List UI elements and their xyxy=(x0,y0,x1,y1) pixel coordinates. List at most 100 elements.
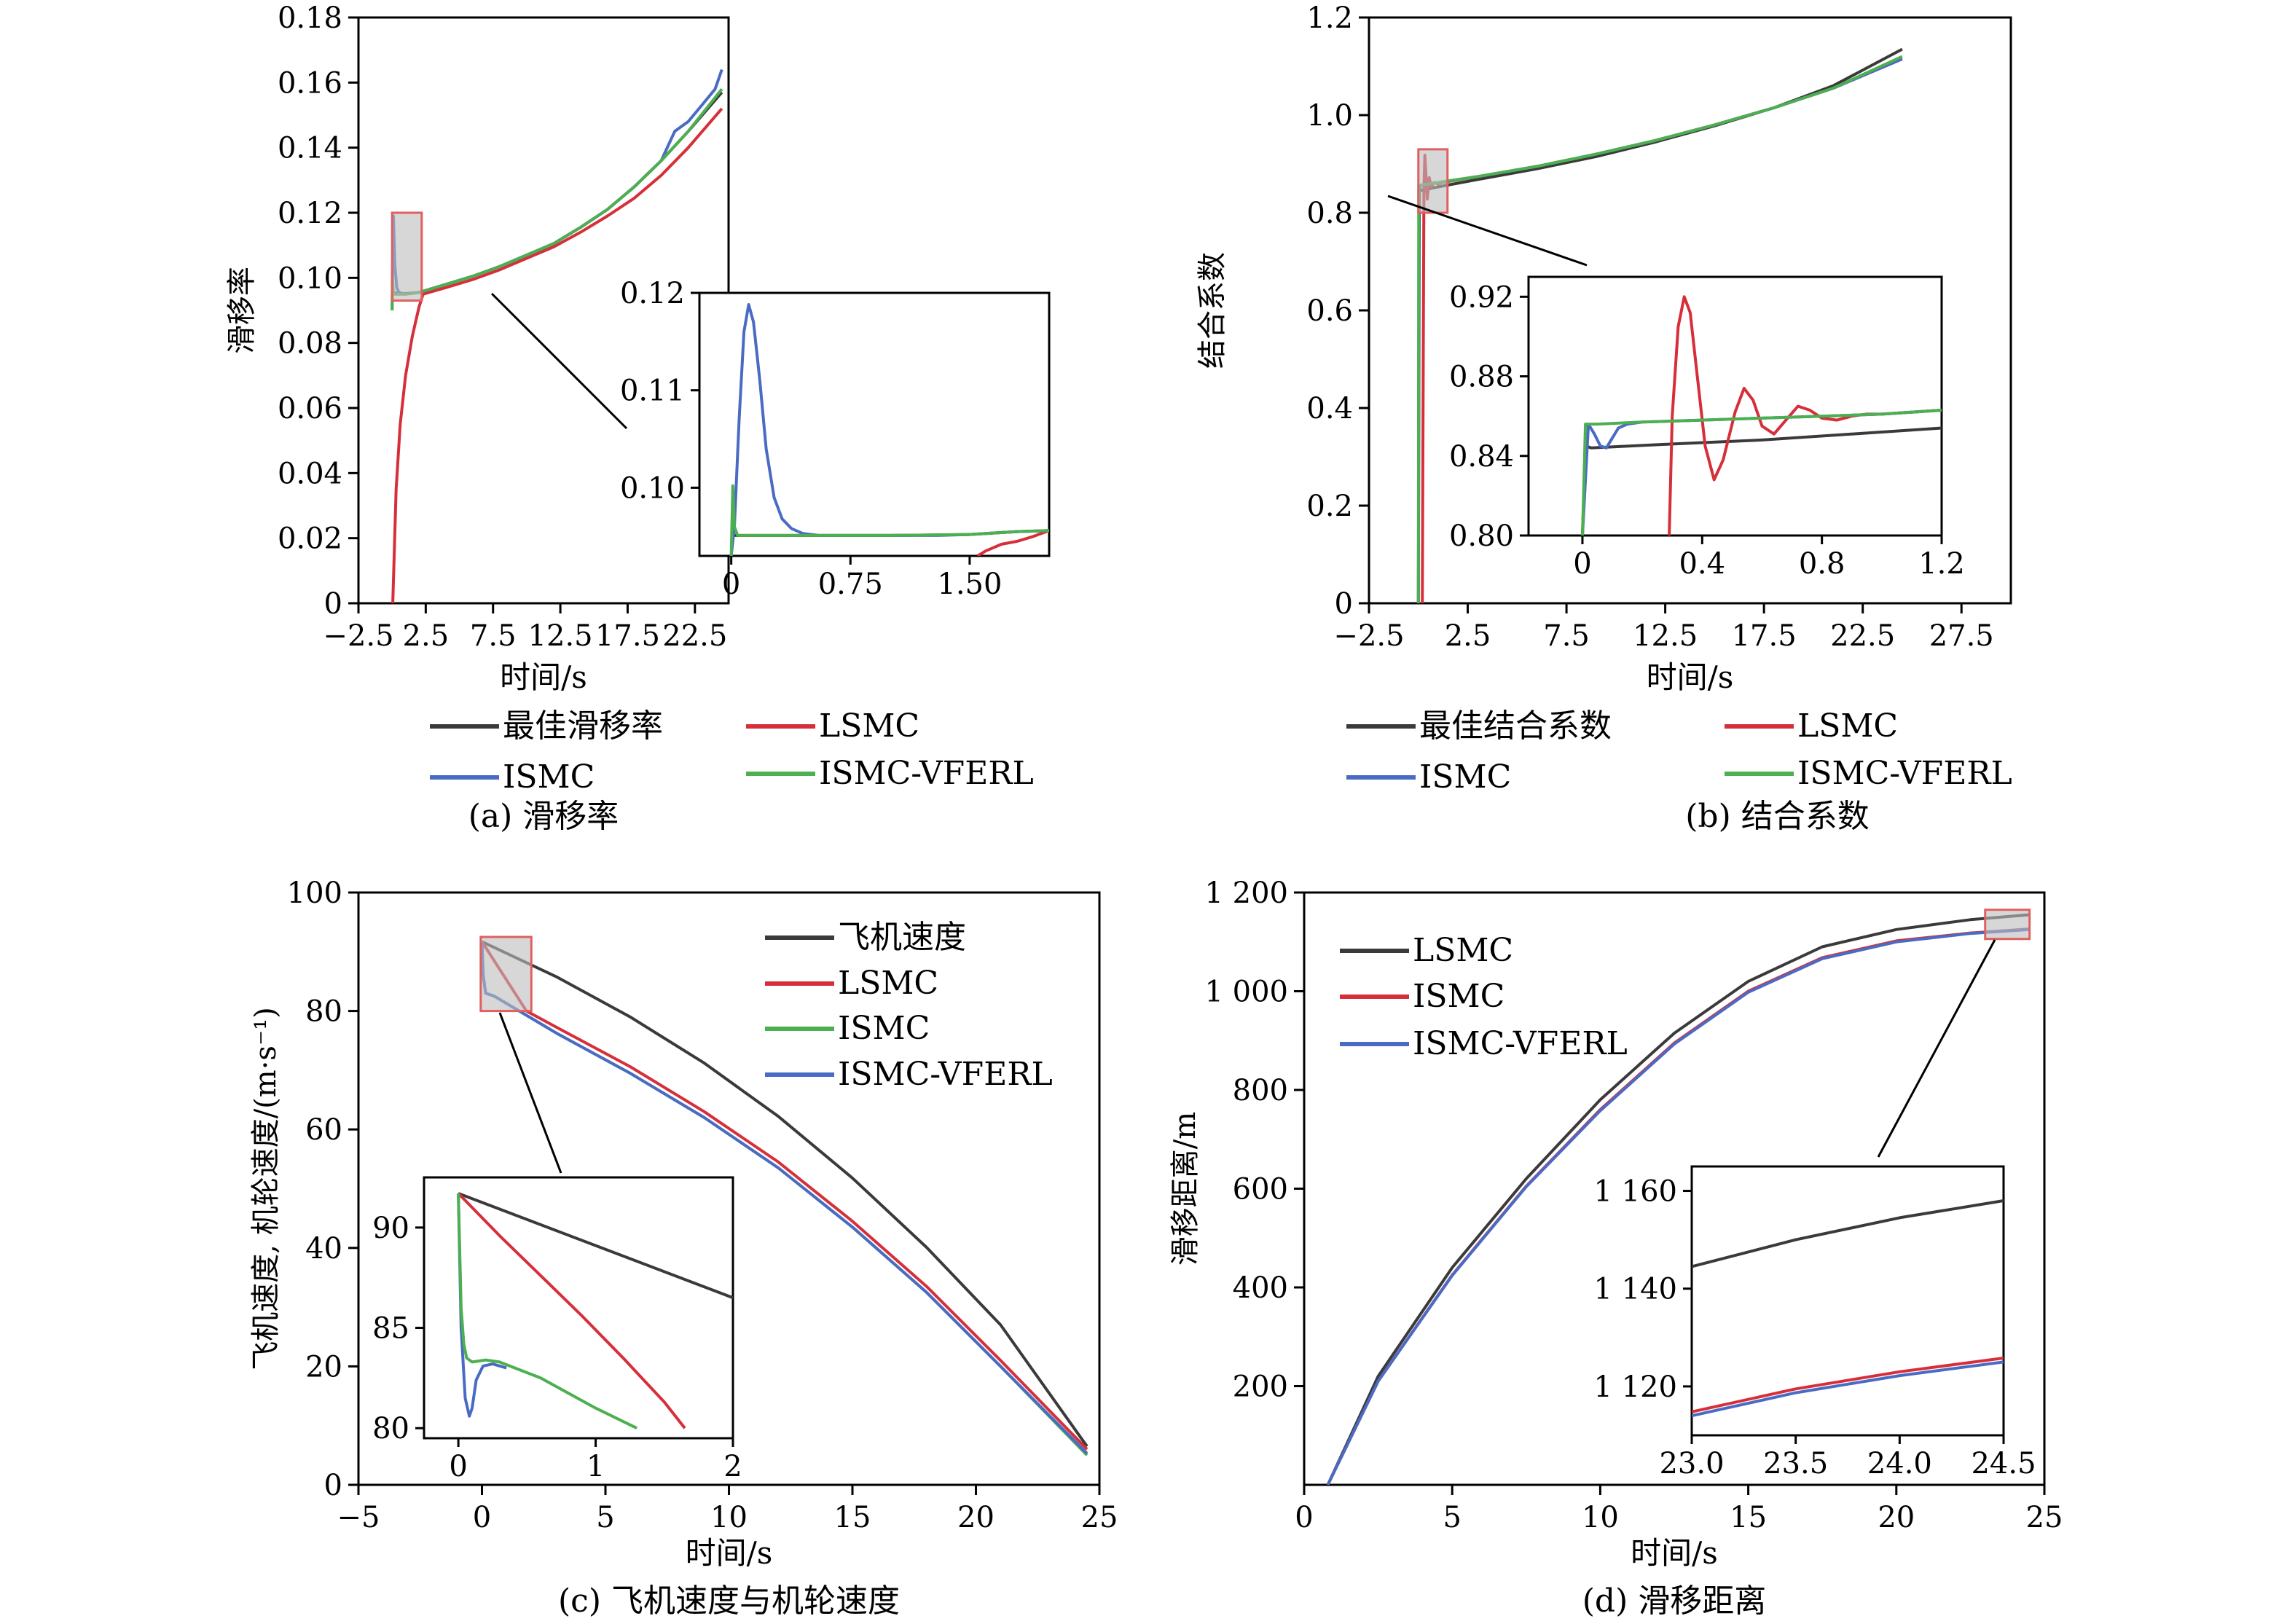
legend-label: ISMC-VFERL xyxy=(1413,1025,1628,1062)
legend-label: ISMC xyxy=(503,758,595,796)
inset-x-tick-label: 1.50 xyxy=(937,568,1002,601)
legend: 最佳结合系数 LSMC ISMC ISMC-VFERL xyxy=(1346,707,2012,796)
y-tick-label: 0.02 xyxy=(278,522,342,556)
x-tick-label: 0 xyxy=(1295,1501,1313,1534)
y-tick-label: 0.12 xyxy=(278,197,342,230)
x-tick-label: 25 xyxy=(2026,1501,2063,1534)
y-tick-label: 200 xyxy=(1233,1370,1288,1404)
inset-series-line-3 xyxy=(729,484,1049,556)
inset-y-tick-label: 0.92 xyxy=(1449,281,1514,314)
x-tick-label: 12.5 xyxy=(1633,619,1698,653)
series-group xyxy=(391,68,723,603)
y-tick-label: 0.8 xyxy=(1306,197,1353,230)
legend-label: ISMC-VFERL xyxy=(1797,755,2012,792)
series-line-1 xyxy=(391,107,723,603)
x-tick-label: −2.5 xyxy=(323,619,393,653)
inset-chart: 0 0.4 0.8 1.2 0.80 0.84 0.88 0.92 xyxy=(1449,275,1965,581)
y-axis-label: 结合系数 xyxy=(1196,252,1229,369)
y-tick-label: 0.6 xyxy=(1306,294,1353,328)
inset-series-line-3 xyxy=(457,1193,638,1429)
y-axis-label: 飞机速度, 机轮速度/(m·s⁻¹) xyxy=(249,1007,283,1370)
y-tick-label: 60 xyxy=(305,1113,342,1147)
inset-series-line-2 xyxy=(457,1193,507,1418)
inset-y-tick-label: 0.84 xyxy=(1449,440,1514,474)
y-tick-label: 800 xyxy=(1233,1074,1288,1107)
inset-x-tick-label: 0 xyxy=(722,568,740,601)
inset-x-tick-label: 0.4 xyxy=(1679,547,1725,581)
y-tick-label: 0.4 xyxy=(1306,392,1353,425)
x-tick-label: 5 xyxy=(596,1501,614,1534)
y-tick-label: 0.18 xyxy=(278,1,342,35)
legend-label: LSMC xyxy=(838,965,938,1002)
y-tick-label: 40 xyxy=(305,1232,342,1266)
legend-label: ISMC xyxy=(1413,978,1504,1015)
x-tick-label: −2.5 xyxy=(1333,619,1404,653)
inset-x-tick-label: 0.8 xyxy=(1799,547,1845,581)
zoom-region xyxy=(1417,148,1449,214)
inset-y-tick-label: 90 xyxy=(372,1212,409,1245)
zoom-region xyxy=(391,211,423,302)
x-tick-label: 0 xyxy=(473,1501,491,1534)
x-tick-label: 17.5 xyxy=(595,619,660,653)
y-axis-label: 滑移距离/m xyxy=(1169,1112,1202,1266)
y-tick-label: 0.08 xyxy=(278,327,342,361)
inset-y-tick-label: 0.11 xyxy=(620,374,685,408)
x-tick-label: 22.5 xyxy=(1830,619,1895,653)
chart-panel-b: −2.5 2.5 7.5 12.5 17.5 22.5 27.5 0 0.2 0.4 0.6 0.8 1… xyxy=(1196,1,2012,835)
y-tick-label: 0.2 xyxy=(1306,490,1353,523)
panel-caption: (a) 滑移率 xyxy=(468,798,619,835)
y-tick-label: 0 xyxy=(324,587,342,621)
zoom-connector xyxy=(1877,939,1996,1158)
x-tick-label: 10 xyxy=(710,1501,748,1534)
legend-label: ISMC xyxy=(838,1010,930,1047)
inset-x-tick-label: 24.0 xyxy=(1867,1447,1932,1480)
inset-series-line-2 xyxy=(1692,1360,2004,1418)
series-line-1 xyxy=(480,941,1088,1451)
series-group xyxy=(1326,913,2030,1485)
legend: 最佳滑移率 LSMC ISMC ISMC-VFERL xyxy=(430,707,1034,796)
inset-chart: 23.0 23.5 24.0 24.5 1 120 1 140 1 160 xyxy=(1593,1165,2036,1480)
inset-x-tick-label: 1.2 xyxy=(1918,547,1965,581)
inset-y-tick-label: 0.88 xyxy=(1449,361,1514,394)
inset-y-tick-label: 1 160 xyxy=(1593,1175,1677,1209)
y-tick-label: 0.14 xyxy=(278,132,342,165)
series-line-0 xyxy=(391,91,723,296)
y-tick-label: 80 xyxy=(305,995,342,1029)
legend-label: ISMC xyxy=(1419,758,1511,796)
inset-y-tick-label: 80 xyxy=(372,1412,409,1445)
x-axis-label: 时间/s xyxy=(500,659,587,695)
inset-series-group xyxy=(729,303,1049,556)
x-tick-label: 17.5 xyxy=(1732,619,1797,653)
series-line-2 xyxy=(391,68,723,311)
x-tick-label: 27.5 xyxy=(1929,619,1994,653)
inset-series-line-0 xyxy=(1692,1199,2004,1268)
inset-y-tick-label: 0.80 xyxy=(1449,519,1514,553)
x-tick-label: 25 xyxy=(1081,1501,1118,1534)
x-tick-label: 7.5 xyxy=(470,619,517,653)
inset-chart: 0 1 2 80 85 90 xyxy=(372,1176,742,1483)
x-tick-label: 5 xyxy=(1443,1501,1461,1534)
y-tick-label: 400 xyxy=(1233,1271,1288,1305)
x-tick-label: 22.5 xyxy=(662,619,727,653)
legend-label: LSMC xyxy=(819,707,919,745)
plot-frame xyxy=(357,16,730,605)
chart-panel-d: 0 5 10 15 20 25 200 400 600 800 1 000 1 200 时间/s 滑移距离… xyxy=(1169,876,2063,1620)
x-tick-label: 7.5 xyxy=(1543,619,1590,653)
x-tick-label: 15 xyxy=(834,1501,871,1534)
series-line-0 xyxy=(1326,913,2030,1485)
inset-x-tick-label: 0 xyxy=(449,1450,467,1483)
panel-caption: (b) 结合系数 xyxy=(1685,798,1869,835)
y-tick-label: 0.16 xyxy=(278,66,342,100)
inset-frame xyxy=(1690,1165,2005,1437)
inset-frame xyxy=(1527,275,1943,537)
inset-x-tick-label: 0.75 xyxy=(818,568,883,601)
zoom-region xyxy=(1984,909,2031,941)
panel-caption: (c) 飞机速度与机轮速度 xyxy=(558,1582,900,1620)
inset-x-tick-label: 2 xyxy=(723,1450,742,1483)
legend-label: 最佳结合系数 xyxy=(1419,707,1612,745)
y-tick-label: 0.06 xyxy=(278,392,342,425)
inset-x-tick-label: 23.0 xyxy=(1659,1447,1724,1480)
inset-x-tick-label: 1 xyxy=(586,1450,605,1483)
